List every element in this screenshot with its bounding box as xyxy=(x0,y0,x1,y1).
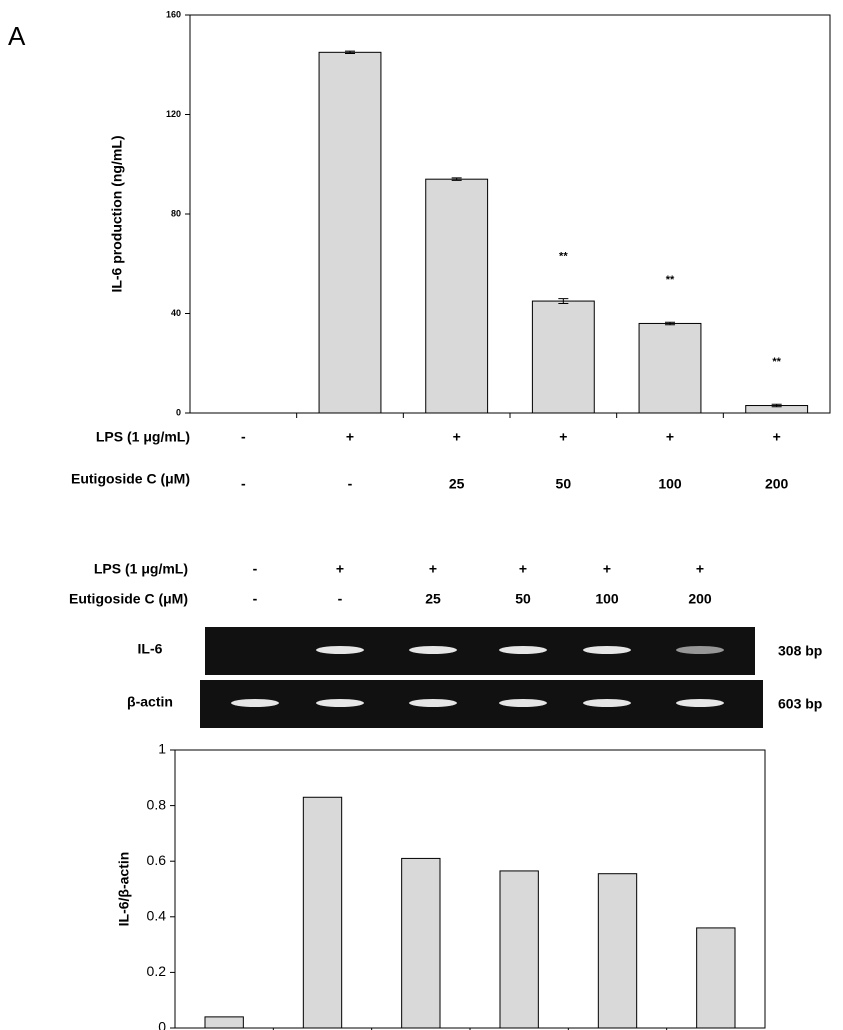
gel-band xyxy=(316,646,364,654)
gel-row-value: - xyxy=(338,591,343,607)
gel-row-value: 200 xyxy=(688,591,712,607)
gel-row-value: 100 xyxy=(595,591,619,607)
y-tick-label: 0.6 xyxy=(147,852,167,868)
gel-band xyxy=(499,699,547,707)
y-tick-label: 40 xyxy=(171,308,181,318)
bar xyxy=(638,322,702,414)
row-value: 100 xyxy=(658,476,682,492)
gel-row-value: + xyxy=(696,561,704,577)
gel-row-value: 50 xyxy=(515,591,531,607)
bar xyxy=(401,857,441,1029)
y-tick-label: 160 xyxy=(166,9,181,19)
bar xyxy=(696,927,736,1029)
gel-row-value: - xyxy=(253,591,258,607)
gel-row-value: - xyxy=(253,561,258,577)
gel-band xyxy=(583,699,631,707)
significance: ** xyxy=(772,356,781,368)
row-value: + xyxy=(346,429,354,445)
plot-frame xyxy=(189,14,831,414)
y-tick-label: 0.4 xyxy=(147,908,167,924)
y-tick-label: 0.2 xyxy=(147,963,167,979)
gel-size: 603 bp xyxy=(778,696,822,712)
bar xyxy=(499,870,539,1029)
gel-label: IL-6 xyxy=(138,641,163,657)
gel-band xyxy=(676,646,724,654)
row-value: - xyxy=(241,476,246,492)
error-bar xyxy=(665,321,675,326)
bar xyxy=(597,873,638,1029)
gel-row-value: + xyxy=(603,561,611,577)
gel-image xyxy=(200,680,763,728)
gel-band xyxy=(676,699,724,707)
gel-label: β-actin xyxy=(127,694,173,710)
y-tick-label: 0 xyxy=(176,407,181,417)
gel-band xyxy=(583,646,631,654)
gel-size: 308 bp xyxy=(778,643,822,659)
y-tick-label: 80 xyxy=(171,208,181,218)
row-value: + xyxy=(453,429,461,445)
plot-frame xyxy=(174,749,766,1029)
bar xyxy=(531,300,595,414)
gel-row-label: Eutigoside C (μM) xyxy=(69,591,188,607)
error-bar xyxy=(451,177,462,181)
bar xyxy=(204,1016,244,1029)
bar xyxy=(302,796,343,1029)
row-label: LPS (1 μg/mL) xyxy=(96,429,190,445)
row-value: - xyxy=(348,476,353,492)
gel-band xyxy=(409,699,457,707)
bar xyxy=(318,51,382,414)
row-value: 25 xyxy=(449,476,465,492)
bar xyxy=(425,178,489,414)
error-bar xyxy=(345,50,355,55)
y-tick-label: 0.8 xyxy=(147,796,167,812)
gel-row-value: + xyxy=(336,561,344,577)
significance: ** xyxy=(559,250,568,262)
gel-band xyxy=(409,646,457,654)
y-tick-label: 120 xyxy=(166,109,181,119)
gel-row-value: 25 xyxy=(425,591,441,607)
significance: ** xyxy=(666,274,675,286)
row-value: + xyxy=(666,429,674,445)
y-tick-label: 0 xyxy=(158,1019,166,1030)
row-value: - xyxy=(241,429,246,445)
panel-label: A xyxy=(8,21,26,51)
y-axis-label: IL-6 production (ng/mL) xyxy=(109,135,125,292)
error-bar xyxy=(771,403,782,408)
y-axis-label: IL-6/β-actin xyxy=(116,852,132,927)
gel-band xyxy=(499,646,547,654)
gel-row-value: + xyxy=(429,561,437,577)
row-value: 50 xyxy=(556,476,572,492)
gel-row-value: + xyxy=(519,561,527,577)
row-value: + xyxy=(773,429,781,445)
gel-image xyxy=(205,627,755,675)
gel-row-label: LPS (1 μg/mL) xyxy=(94,561,188,577)
row-value: 200 xyxy=(765,476,789,492)
row-value: + xyxy=(559,429,567,445)
gel-band xyxy=(231,699,279,707)
row-label: Eutigoside C (μM) xyxy=(71,471,190,487)
error-bar xyxy=(558,298,569,305)
y-tick-label: 1 xyxy=(158,741,166,757)
gel-band xyxy=(316,699,364,707)
